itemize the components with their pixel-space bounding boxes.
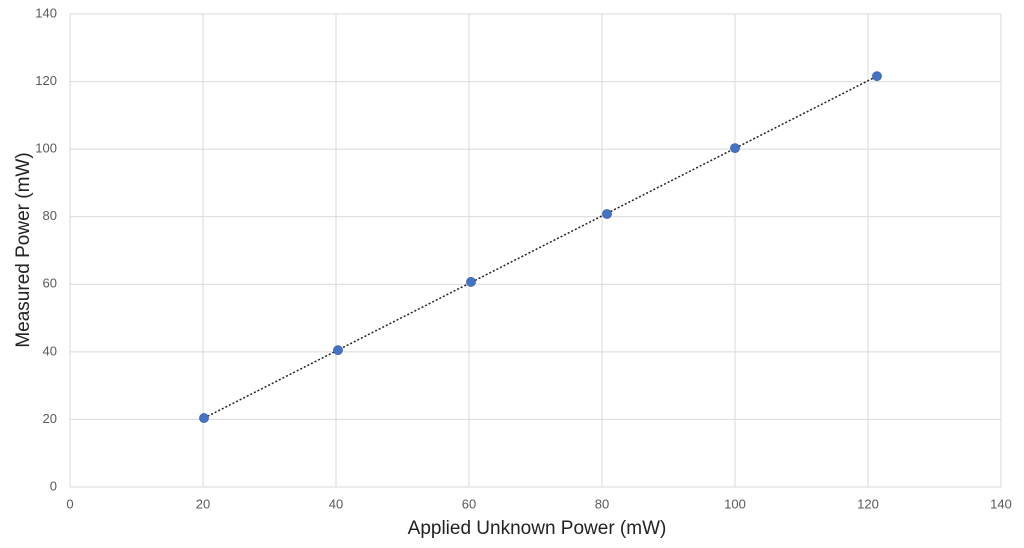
- x-tick-label: 140: [990, 496, 1012, 511]
- data-point: [872, 71, 882, 82]
- trendline: [203, 75, 878, 419]
- x-tick-label: 0: [66, 496, 73, 511]
- y-tick-label: 80: [43, 208, 57, 223]
- y-axis-title: Measured Power (mW): [13, 152, 34, 347]
- y-tick-label: 0: [50, 478, 57, 493]
- data-point: [730, 143, 740, 154]
- x-tick-label: 100: [724, 496, 746, 511]
- x-tick-label: 80: [595, 496, 609, 511]
- x-tick-label: 60: [462, 496, 476, 511]
- data-point: [602, 209, 612, 219]
- y-tick-label: 40: [43, 343, 57, 358]
- y-tick-label: 100: [35, 141, 57, 156]
- y-tick-label: 140: [35, 5, 57, 20]
- x-tick-label: 40: [329, 496, 343, 511]
- x-tick-label: 20: [196, 496, 210, 511]
- x-tick-label: 120: [857, 496, 879, 511]
- data-point: [466, 277, 476, 287]
- data-point: [199, 413, 209, 423]
- x-axis-title: Applied Unknown Power (mW): [408, 518, 667, 539]
- y-tick-label: 120: [35, 73, 57, 88]
- data-point: [333, 345, 343, 356]
- y-tick-label: 20: [43, 411, 57, 426]
- y-tick-label: 60: [43, 276, 57, 291]
